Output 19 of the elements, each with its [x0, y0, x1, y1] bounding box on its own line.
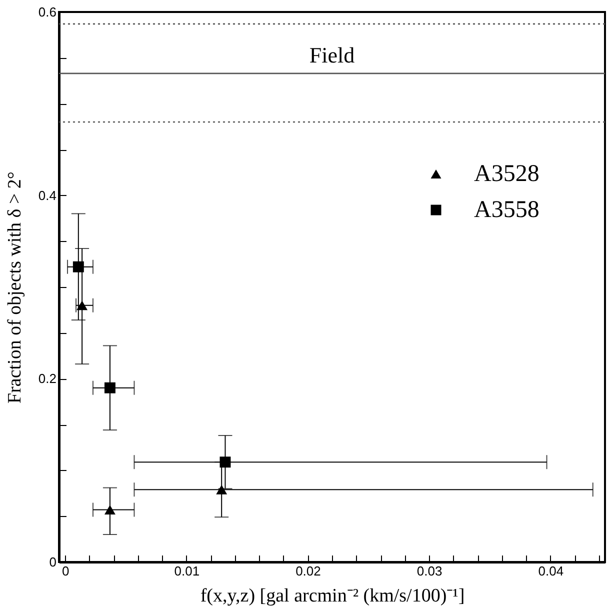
legend-label: A3528 [474, 161, 540, 187]
y-tick-label: 0.6 [38, 4, 56, 20]
point [104, 505, 116, 514]
ref-line-label: Field [309, 42, 355, 68]
x-axis-title: f(x,y,z) [gal arcmin⁻² (km/s/100)⁻¹] [200, 586, 465, 606]
point [104, 382, 116, 394]
x-tick-label: 0.04 [538, 564, 564, 578]
x-tick-label: 0 [62, 564, 70, 578]
x-tick-label: 0.03 [416, 564, 442, 578]
point [72, 261, 84, 272]
x-tick-label: 0.02 [296, 564, 321, 578]
y-axis-title: Fraction of objects with δ > 2° [4, 171, 26, 404]
point [216, 484, 228, 494]
y-tick-label: 0.4 [38, 188, 56, 203]
point [76, 300, 88, 310]
point [220, 456, 231, 468]
x-tick-label: 0.01 [174, 564, 200, 578]
legend-label: A3558 [474, 197, 540, 223]
y-tick-label: 0.2 [38, 371, 56, 386]
